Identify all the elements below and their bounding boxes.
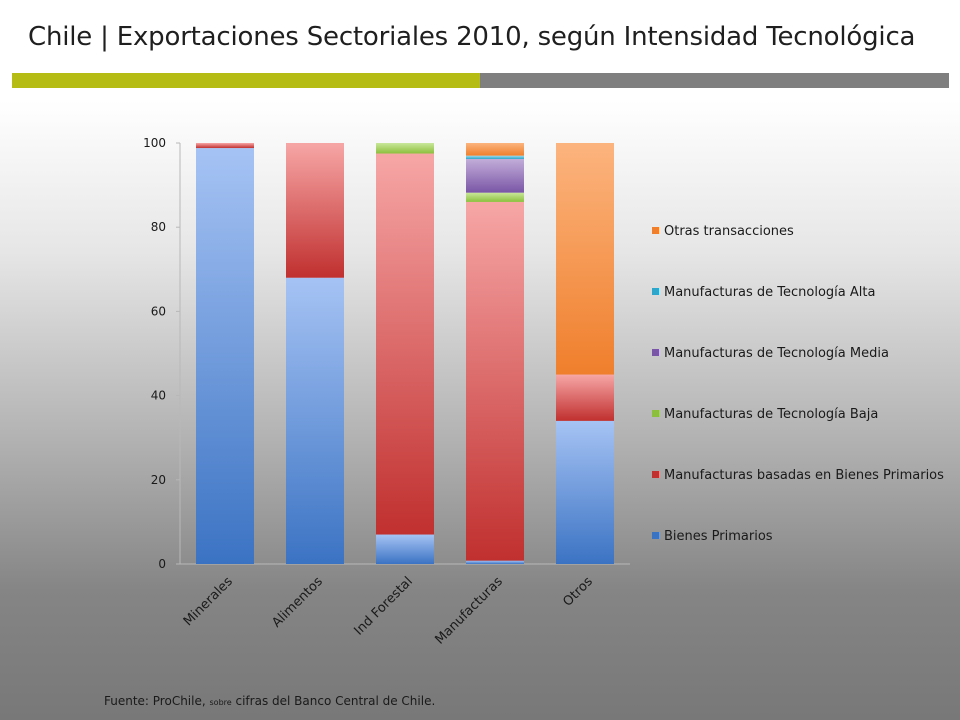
bar-ind-forestal-manufacturas-basadas-en-bienes-primarios bbox=[376, 153, 434, 535]
bars bbox=[196, 143, 614, 564]
source-text-part3: cifras del Banco Central de Chile. bbox=[231, 694, 436, 708]
bar-alimentos-bienes-primarios bbox=[286, 277, 344, 564]
bar-manufacturas-bienes-primarios bbox=[466, 560, 524, 564]
bar-manufacturas-otras-transacciones bbox=[466, 143, 524, 156]
legend-swatch-manufacturas-de-tecnologia-alta bbox=[652, 288, 659, 295]
bar-alimentos-manufacturas-basadas-en-bienes-primarios bbox=[286, 143, 344, 278]
legend-swatch-manufacturas-de-tecnologia-media bbox=[652, 349, 659, 356]
title-rule bbox=[12, 73, 949, 88]
source-text-part1: Fuente: ProChile, bbox=[104, 694, 210, 708]
title-rule-gray bbox=[480, 73, 949, 88]
x-axis-labels: Minerales Alimentos Ind Forestal Manufactur… bbox=[181, 574, 596, 648]
legend-swatch-manufacturas-de-tecnologia-baja bbox=[652, 410, 659, 417]
y-tick-label: 20 bbox=[151, 473, 166, 487]
y-tick-label: 100 bbox=[143, 136, 166, 150]
bar-otros-otras-transacciones bbox=[556, 143, 614, 375]
y-tick-label: 80 bbox=[151, 220, 166, 234]
bar-otros-bienes-primarios bbox=[556, 420, 614, 564]
legend-swatch-otras-transacciones bbox=[652, 227, 659, 234]
bar-minerales-bienes-primarios bbox=[196, 148, 254, 564]
legend-label-manufacturas-de-tecnologia-media: Manufacturas de Tecnología Media bbox=[664, 346, 889, 361]
bar-manufacturas-manufacturas-basadas-en-bienes-primarios bbox=[466, 201, 524, 561]
legend-swatch-bienes-primarios bbox=[652, 532, 659, 539]
legend: Bienes Primarios Manufacturas basadas en … bbox=[652, 224, 944, 544]
bar-otros-manufacturas-basadas-en-bienes-primarios bbox=[556, 374, 614, 421]
x-tick-label-manufacturas: Manufacturas bbox=[432, 574, 506, 648]
y-tick-label: 40 bbox=[151, 389, 166, 403]
y-axis: 0 20 40 60 80 100 bbox=[143, 136, 630, 571]
title-rule-green bbox=[12, 73, 480, 88]
y-tick-label: 60 bbox=[151, 304, 166, 318]
legend-label-otras-transacciones: Otras transacciones bbox=[664, 224, 794, 239]
x-tick-label-otros: Otros bbox=[560, 574, 596, 610]
x-tick-label-alimentos: Alimentos bbox=[269, 574, 326, 631]
legend-swatch-manufacturas-basadas-en-bienes-primarios bbox=[652, 471, 659, 478]
bar-manufacturas-manufacturas-de-tecnologia-baja bbox=[466, 192, 524, 202]
source-text-sobre: sobre bbox=[209, 698, 232, 707]
bar-ind-forestal-bienes-primarios bbox=[376, 534, 434, 564]
bar-minerales-manufacturas-basadas-en-bienes-primarios bbox=[196, 143, 254, 149]
y-tick-label: 0 bbox=[158, 557, 166, 571]
legend-label-manufacturas-de-tecnologia-baja: Manufacturas de Tecnología Baja bbox=[664, 407, 878, 422]
legend-label-bienes-primarios: Bienes Primarios bbox=[664, 529, 773, 544]
x-tick-label-ind-forestal: Ind Forestal bbox=[352, 574, 416, 638]
bar-ind-forestal-manufacturas-de-tecnologia-baja bbox=[376, 143, 434, 154]
legend-label-manufacturas-basadas-en-bienes-primarios: Manufacturas basadas en Bienes Primarios bbox=[664, 468, 944, 483]
x-tick-label-minerales: Minerales bbox=[181, 574, 236, 629]
bar-manufacturas-manufacturas-de-tecnologia-media bbox=[466, 158, 524, 193]
source-note: Fuente: ProChile, sobre cifras del Banco… bbox=[104, 694, 435, 708]
bar-manufacturas-manufacturas-de-tecnologia-alta bbox=[466, 155, 524, 159]
slide-title: Chile | Exportaciones Sectoriales 2010, … bbox=[28, 22, 916, 52]
legend-label-manufacturas-de-tecnologia-alta: Manufacturas de Tecnología Alta bbox=[664, 285, 875, 300]
